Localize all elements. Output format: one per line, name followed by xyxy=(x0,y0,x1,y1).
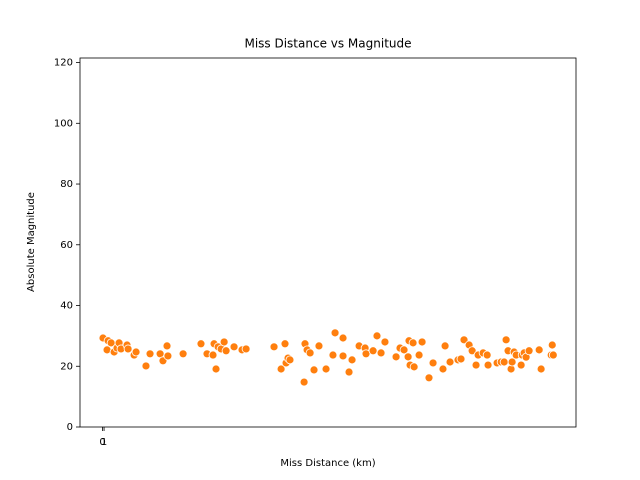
x-tick-label: 1 xyxy=(101,437,107,448)
point xyxy=(507,357,517,367)
point xyxy=(368,346,378,356)
point xyxy=(483,360,493,370)
point xyxy=(221,346,231,356)
point xyxy=(314,341,324,351)
point xyxy=(299,377,309,387)
point xyxy=(438,364,448,374)
point xyxy=(162,341,172,351)
point xyxy=(229,342,239,352)
point xyxy=(547,340,557,350)
point xyxy=(471,360,481,370)
point xyxy=(456,354,466,364)
point xyxy=(321,364,331,374)
point xyxy=(280,339,290,349)
point xyxy=(399,345,409,355)
point xyxy=(536,364,546,374)
point xyxy=(241,344,251,354)
point xyxy=(467,346,477,356)
point xyxy=(501,335,511,345)
point xyxy=(347,355,357,365)
point xyxy=(380,337,390,347)
point xyxy=(403,352,413,362)
point xyxy=(409,362,419,372)
y-tick-label: 20 xyxy=(60,361,73,372)
point xyxy=(524,346,534,356)
point xyxy=(459,335,469,345)
point xyxy=(276,364,286,374)
point xyxy=(417,337,427,347)
point xyxy=(414,350,424,360)
point xyxy=(440,341,450,351)
plot-frame xyxy=(79,57,577,428)
point xyxy=(428,358,438,368)
point xyxy=(141,361,151,371)
point xyxy=(376,348,386,358)
point xyxy=(408,338,418,348)
point xyxy=(445,357,455,367)
point xyxy=(219,337,229,347)
point xyxy=(269,342,279,352)
point xyxy=(328,350,338,360)
point xyxy=(330,328,340,338)
point xyxy=(211,364,221,374)
point xyxy=(548,350,558,360)
point xyxy=(208,350,218,360)
point xyxy=(391,352,401,362)
point xyxy=(372,331,382,341)
point xyxy=(285,355,295,365)
point xyxy=(196,339,206,349)
y-tick-label: 60 xyxy=(60,240,73,251)
point xyxy=(163,351,173,361)
point xyxy=(145,349,155,359)
point xyxy=(338,351,348,361)
y-tick-label: 0 xyxy=(67,422,73,433)
point xyxy=(499,357,509,367)
y-axis-label: Absolute Magnitude xyxy=(26,192,37,292)
y-tick-label: 40 xyxy=(60,301,73,312)
y-tick-label: 100 xyxy=(54,118,73,129)
y-tick-label: 120 xyxy=(54,58,73,69)
point xyxy=(534,345,544,355)
point xyxy=(424,373,434,383)
point xyxy=(309,365,319,375)
point xyxy=(338,333,348,343)
point xyxy=(123,344,133,354)
point xyxy=(178,349,188,359)
point xyxy=(516,360,526,370)
point xyxy=(131,347,141,357)
x-tick-label: 0 xyxy=(99,437,105,448)
point xyxy=(482,350,492,360)
point xyxy=(344,367,354,377)
chart-title: Miss Distance vs Magnitude xyxy=(244,37,411,51)
y-tick-label: 80 xyxy=(60,179,73,190)
point xyxy=(305,348,315,358)
x-axis-label: Miss Distance (km) xyxy=(280,458,375,469)
